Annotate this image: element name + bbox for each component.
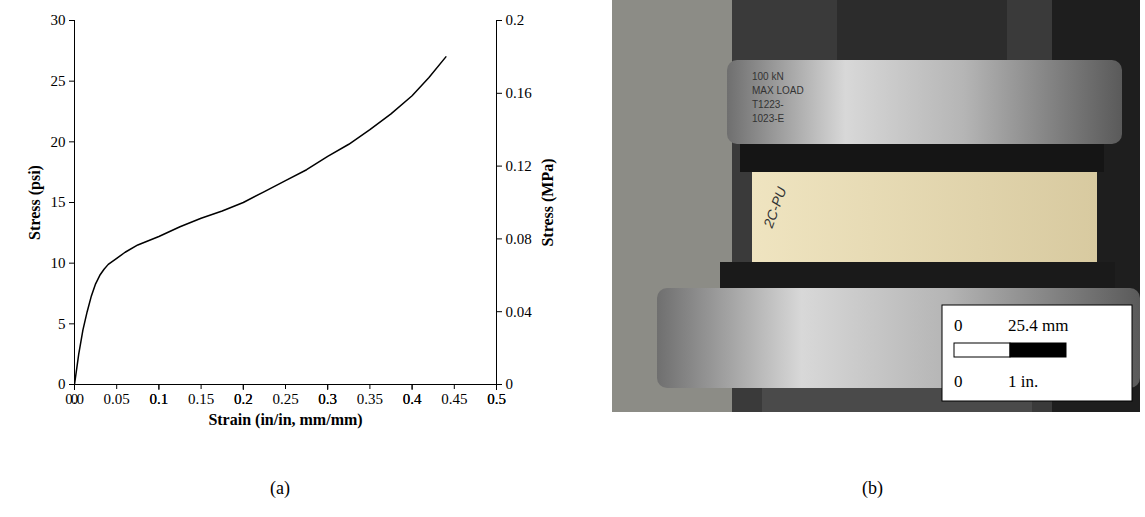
svg-text:0.16: 0.16 (506, 85, 533, 101)
svg-text:100 kNMAX LOADT1223-1023-E: 100 kNMAX LOADT1223-1023-E (752, 71, 804, 124)
svg-text:25: 25 (51, 73, 66, 89)
svg-text:20: 20 (51, 134, 66, 150)
svg-text:0.35: 0.35 (357, 391, 383, 407)
html-text:(b): (b) (862, 478, 883, 498)
svg-text:Stress (MPa): Stress (MPa) (539, 158, 557, 246)
svg-text:0.45: 0.45 (441, 391, 467, 407)
svg-text:0.08: 0.08 (506, 231, 532, 247)
svg-text:30: 30 (51, 12, 66, 28)
svg-text:0.1: 0.1 (150, 391, 169, 407)
svg-text:0.15: 0.15 (188, 391, 214, 407)
svg-text:0.12: 0.12 (506, 158, 532, 174)
svg-text:10: 10 (51, 255, 66, 271)
svg-text:25.4 mm: 25.4 mm (1008, 316, 1068, 335)
svg-text:0.2: 0.2 (234, 391, 253, 407)
svg-text:2C-PU: 2C-PU (760, 184, 790, 231)
svg-text:0.4: 0.4 (403, 391, 422, 407)
svg-text:0.3: 0.3 (318, 391, 337, 407)
svg-text:0.3: 0.3 (318, 391, 337, 407)
svg-text:Strain (in/in, mm/mm): Strain (in/in, mm/mm) (208, 411, 362, 429)
svg-text:0.5: 0.5 (487, 391, 506, 407)
svg-text:0: 0 (954, 316, 963, 335)
svg-text:0: 0 (954, 372, 963, 391)
svg-text:0.0: 0.0 (65, 391, 84, 407)
svg-text:0.1: 0.1 (150, 391, 169, 407)
svg-text:0.5: 0.5 (487, 391, 506, 407)
svg-text:0: 0 (506, 376, 514, 392)
svg-text:15: 15 (51, 194, 66, 210)
svg-text:0.04: 0.04 (506, 304, 533, 320)
svg-text:0.25: 0.25 (272, 391, 298, 407)
svg-text:0: 0 (58, 376, 66, 392)
svg-text:0.2: 0.2 (234, 391, 253, 407)
svg-text:0.05: 0.05 (104, 391, 130, 407)
svg-text:5: 5 (58, 316, 66, 332)
svg-text:Stress (psi): Stress (psi) (26, 165, 44, 240)
svg-text:1 in.: 1 in. (1008, 372, 1038, 391)
svg-text:0.2: 0.2 (506, 12, 525, 28)
html-text:(a): (a) (270, 478, 290, 498)
svg-text:0.4: 0.4 (403, 391, 422, 407)
